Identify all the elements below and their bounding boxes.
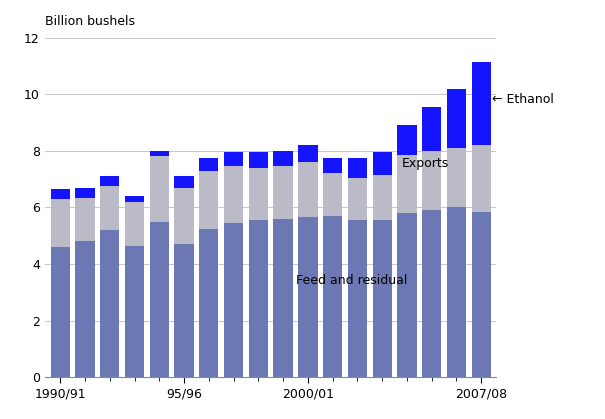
Bar: [323, 216, 342, 377]
Bar: [471, 62, 491, 145]
Bar: [149, 222, 169, 377]
Bar: [373, 220, 392, 377]
Bar: [422, 210, 442, 377]
Bar: [323, 158, 342, 173]
Bar: [224, 166, 243, 223]
Bar: [199, 229, 218, 377]
Bar: [174, 244, 194, 377]
Bar: [51, 247, 70, 377]
Bar: [249, 152, 268, 168]
Bar: [422, 107, 442, 151]
Bar: [422, 151, 442, 210]
Bar: [199, 171, 218, 229]
Bar: [51, 189, 70, 199]
Bar: [100, 186, 119, 230]
Text: Exports: Exports: [402, 157, 450, 170]
Bar: [249, 168, 268, 220]
Bar: [199, 158, 218, 171]
Bar: [373, 175, 392, 220]
Bar: [298, 162, 318, 217]
Bar: [224, 152, 243, 166]
Bar: [125, 246, 144, 377]
Bar: [397, 155, 417, 213]
Bar: [174, 188, 194, 244]
Bar: [348, 178, 367, 220]
Bar: [273, 166, 293, 219]
Text: Feed and residual: Feed and residual: [295, 274, 407, 287]
Bar: [51, 199, 70, 247]
Text: ← Ethanol: ← Ethanol: [492, 93, 554, 106]
Bar: [125, 196, 144, 202]
Text: Billion bushels: Billion bushels: [45, 15, 136, 28]
Bar: [397, 125, 417, 155]
Bar: [224, 223, 243, 377]
Bar: [174, 176, 194, 188]
Bar: [348, 220, 367, 377]
Bar: [76, 188, 94, 197]
Bar: [76, 197, 94, 241]
Bar: [125, 202, 144, 246]
Bar: [447, 148, 466, 207]
Bar: [471, 212, 491, 377]
Bar: [373, 152, 392, 175]
Bar: [149, 157, 169, 222]
Bar: [76, 241, 94, 377]
Bar: [323, 173, 342, 216]
Bar: [348, 158, 367, 178]
Bar: [447, 207, 466, 377]
Bar: [471, 145, 491, 212]
Bar: [298, 217, 318, 377]
Bar: [100, 176, 119, 186]
Bar: [397, 213, 417, 377]
Bar: [100, 230, 119, 377]
Bar: [273, 151, 293, 166]
Bar: [249, 220, 268, 377]
Bar: [149, 151, 169, 157]
Bar: [298, 145, 318, 162]
Bar: [447, 88, 466, 148]
Bar: [273, 219, 293, 377]
